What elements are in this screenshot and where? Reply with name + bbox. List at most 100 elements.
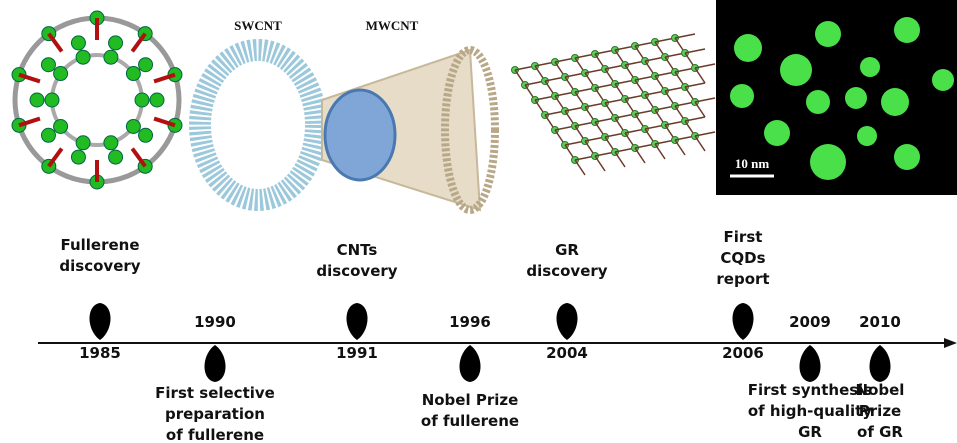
quantum-dot (764, 120, 790, 146)
event-label: Nobel (856, 381, 905, 399)
graphene-bond (634, 147, 646, 164)
event-year: 2009 (789, 313, 831, 331)
atom (108, 35, 124, 51)
event-label: discovery (526, 262, 607, 280)
mwcnt-mouth (441, 46, 499, 214)
bond (18, 72, 41, 84)
timeline-pin (869, 345, 891, 382)
atom (53, 66, 69, 82)
timeline: 1985 Fullerene discovery 1990 First selectiv… (59, 228, 904, 443)
quantum-dot (780, 54, 812, 86)
graphene-bond (674, 33, 696, 39)
atom (40, 57, 56, 73)
bond (130, 32, 147, 53)
scale-bar-label: 10 nm (735, 156, 769, 171)
graphene-bond (694, 97, 716, 103)
graphene-bond (614, 151, 626, 168)
quantum-dot (730, 84, 754, 108)
quantum-dot (815, 21, 841, 47)
quantum-dot (894, 144, 920, 170)
bond (18, 116, 41, 128)
timeline-pin (346, 303, 368, 340)
atom (29, 92, 45, 108)
timeline-pin (459, 345, 481, 382)
graphene-bond (654, 143, 666, 160)
graphene-bond (594, 155, 606, 172)
graphene-bond (674, 139, 686, 156)
timeline-pin (89, 303, 111, 340)
quantum-dot (881, 88, 909, 116)
quantum-dot (857, 126, 877, 146)
event-label: of fullerene (421, 412, 519, 430)
atom (70, 149, 86, 165)
graphene-bond (684, 116, 706, 122)
event-label: First (724, 228, 763, 246)
event-year: 1991 (336, 344, 378, 362)
graphene-bond (694, 67, 706, 84)
quantum-dot (894, 17, 920, 43)
event-label: Fullerene (60, 236, 139, 254)
graphene-bond (694, 63, 716, 69)
event-label: First selective (155, 384, 275, 402)
event-label: Prize (859, 402, 901, 420)
atom (125, 66, 141, 82)
event-year: 2006 (722, 344, 764, 362)
quantum-dot (932, 69, 954, 91)
atom (108, 149, 124, 165)
mwcnt-caption: MWCNT (366, 18, 419, 33)
event-label: report (716, 270, 769, 288)
quantum-dot (810, 144, 846, 180)
atom (149, 92, 165, 108)
event-label: of fullerene (166, 426, 264, 443)
event-label: GR (798, 423, 822, 441)
atom (70, 35, 86, 51)
atom (138, 127, 154, 143)
event-label: CNTs (337, 241, 378, 259)
illustrations (11, 10, 716, 214)
atom (40, 127, 56, 143)
event-label: First synthesis (748, 381, 873, 399)
event-year: 2004 (546, 344, 588, 362)
atom (103, 49, 119, 65)
cqd-dots (730, 17, 954, 180)
event-label: discovery (59, 257, 140, 275)
bond (47, 32, 64, 53)
timeline-pin (556, 303, 578, 340)
bond (47, 147, 64, 168)
atom (44, 92, 60, 108)
event-year: 1990 (194, 313, 236, 331)
timeline-pin (732, 303, 754, 340)
timeline-pin (799, 345, 821, 382)
event-label: of GR (857, 423, 903, 441)
quantum-dot (806, 90, 830, 114)
atom (103, 135, 119, 151)
graphene-bond (694, 101, 706, 118)
quantum-dot (845, 87, 867, 109)
event-year: 1985 (79, 344, 121, 362)
atom (75, 135, 91, 151)
atom (125, 118, 141, 134)
graphene-bond (684, 48, 706, 54)
event-label: of high-quality (748, 402, 873, 420)
timeline-arrow (944, 338, 957, 348)
graphene-bond (694, 135, 706, 152)
event-year: 1996 (449, 313, 491, 331)
graphene-bond (684, 82, 706, 88)
atom (75, 49, 91, 65)
quantum-dot (734, 34, 762, 62)
quantum-dot (860, 57, 880, 77)
bond (153, 72, 176, 84)
atom (138, 57, 154, 73)
swcnt-tube (189, 39, 327, 211)
mwcnt-core (323, 88, 397, 182)
atom (53, 118, 69, 134)
event-label: GR (555, 241, 579, 259)
graphene-bond (574, 159, 586, 176)
swcnt-caption: SWCNT (234, 18, 282, 33)
bond (153, 116, 176, 128)
timeline-pin (204, 345, 226, 382)
event-label: CQDs (720, 249, 765, 267)
event-label: Nobel Prize (422, 391, 519, 409)
graphene-bond (694, 131, 716, 137)
